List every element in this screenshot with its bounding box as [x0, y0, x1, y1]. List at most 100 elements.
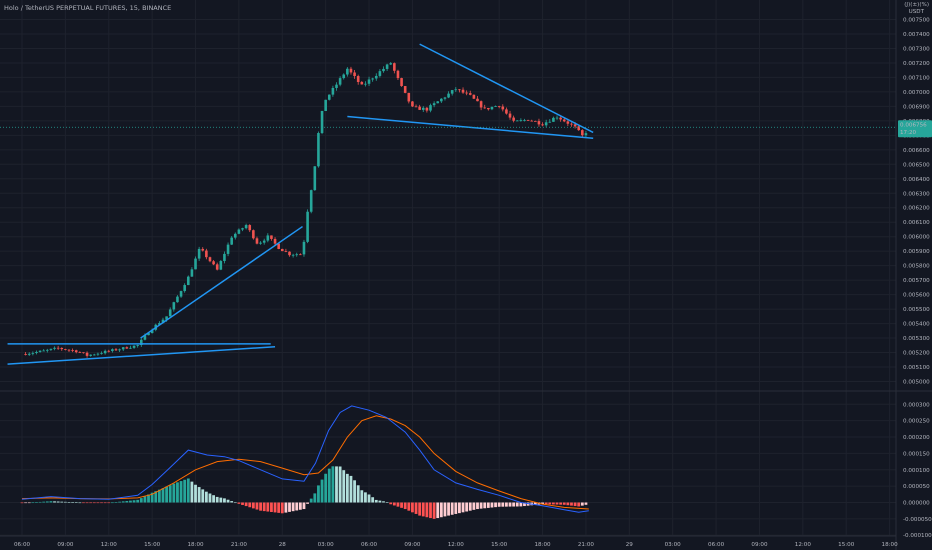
histogram-bar	[418, 502, 422, 516]
time-tick-label: 09:00	[57, 542, 74, 548]
candle-body	[35, 351, 38, 353]
histogram-bar	[190, 481, 194, 503]
chart-title: Holo / TetherUS PERPETUAL FUTURES, 15, B…	[4, 4, 172, 12]
candle-body	[581, 130, 584, 136]
candle-body	[226, 244, 230, 254]
candle-body	[555, 117, 559, 119]
candle-body	[447, 93, 450, 98]
price-tick-label: 0.005500	[903, 307, 930, 313]
histogram-bar	[129, 500, 132, 503]
histogram-bar	[38, 501, 42, 503]
histogram-bar	[439, 502, 443, 518]
candle-body	[299, 254, 302, 256]
price-tick-label: 0.007100	[903, 75, 930, 81]
histogram-bar	[248, 502, 252, 508]
candle-body	[205, 250, 208, 258]
histogram-bar	[186, 478, 190, 503]
candle-body	[143, 335, 147, 340]
candle-body	[262, 240, 266, 243]
histogram-bar	[136, 499, 140, 503]
candle-body	[150, 329, 154, 334]
histogram-bar	[512, 502, 516, 507]
histogram-bar	[407, 502, 411, 511]
candle-body	[476, 98, 479, 102]
histogram-bar	[295, 502, 299, 511]
candle-body	[468, 93, 472, 95]
histogram-bar	[201, 489, 205, 503]
candle-body	[85, 352, 89, 356]
histogram-bar	[241, 502, 244, 505]
candle-body	[64, 349, 67, 350]
candle-body	[403, 86, 407, 93]
histogram-bar	[458, 502, 461, 514]
candle-body	[223, 253, 226, 262]
histogram-bar	[280, 502, 284, 514]
histogram-bar	[306, 502, 309, 504]
histogram-bar	[35, 502, 38, 503]
time-tick-label: 03:00	[665, 542, 682, 548]
histogram-bar	[172, 483, 176, 503]
histogram-bar	[212, 495, 215, 503]
histogram-bar	[100, 502, 103, 504]
histogram-bar	[342, 470, 346, 503]
candle-body	[378, 71, 382, 76]
histogram-bar	[324, 473, 328, 503]
histogram-bar	[515, 502, 519, 507]
histogram-bar	[497, 502, 501, 507]
macd-tick-label: 0.000300	[903, 402, 930, 408]
price-tick-label: 0.006200	[903, 206, 930, 212]
histogram-bar	[414, 502, 418, 514]
histogram-bar	[345, 473, 349, 503]
candle-body	[570, 123, 573, 125]
histogram-bar	[490, 502, 494, 508]
candle-body	[396, 70, 400, 79]
candle-body	[317, 133, 320, 167]
histogram-bar	[132, 500, 136, 503]
price-tick-label: 0.005400	[903, 322, 930, 328]
histogram-bar	[356, 485, 360, 503]
candle-body	[436, 101, 440, 104]
candle-body	[544, 122, 548, 126]
price-tick-label: 0.006600	[903, 148, 930, 154]
histogram-bar	[533, 502, 537, 505]
histogram-bar	[555, 502, 559, 505]
price-tick-label: 0.005200	[903, 351, 930, 357]
histogram-bar	[67, 502, 71, 503]
candle-body	[371, 78, 374, 80]
histogram-bar	[125, 500, 129, 503]
candle-body	[259, 242, 262, 244]
histogram-bar	[392, 502, 396, 506]
candle-body	[42, 350, 45, 352]
scale-mode-label: (J)(±)(%)	[904, 2, 929, 8]
histogram-bar	[541, 502, 544, 505]
histogram-bar	[270, 502, 273, 512]
candle-body	[118, 349, 121, 351]
macd-tick-label: 0.000200	[903, 435, 930, 441]
histogram-bar	[331, 466, 335, 503]
candle-body	[82, 352, 85, 354]
candle-body	[494, 106, 497, 107]
histogram-bar	[215, 496, 219, 503]
candle-body	[519, 120, 523, 121]
trendlines	[7, 43, 594, 365]
candle-body	[194, 258, 197, 270]
candle-body	[233, 233, 237, 238]
histogram-bar	[479, 502, 483, 509]
macd-tick-label: 0.000250	[903, 419, 930, 425]
candle-body	[201, 248, 205, 251]
candle-body	[515, 120, 519, 122]
candle-body	[505, 109, 508, 114]
candle-body	[501, 106, 505, 110]
candle-body	[472, 94, 476, 99]
histogram-bar	[85, 502, 89, 504]
candle-body	[132, 345, 136, 348]
histogram-bar	[367, 494, 371, 503]
candle-body	[190, 269, 194, 277]
candle-body	[53, 347, 56, 349]
histogram-bar	[161, 488, 165, 503]
histogram-bar	[179, 481, 183, 503]
histogram-bar	[425, 502, 429, 518]
candle-body	[400, 78, 403, 87]
histogram-bar	[157, 489, 161, 503]
